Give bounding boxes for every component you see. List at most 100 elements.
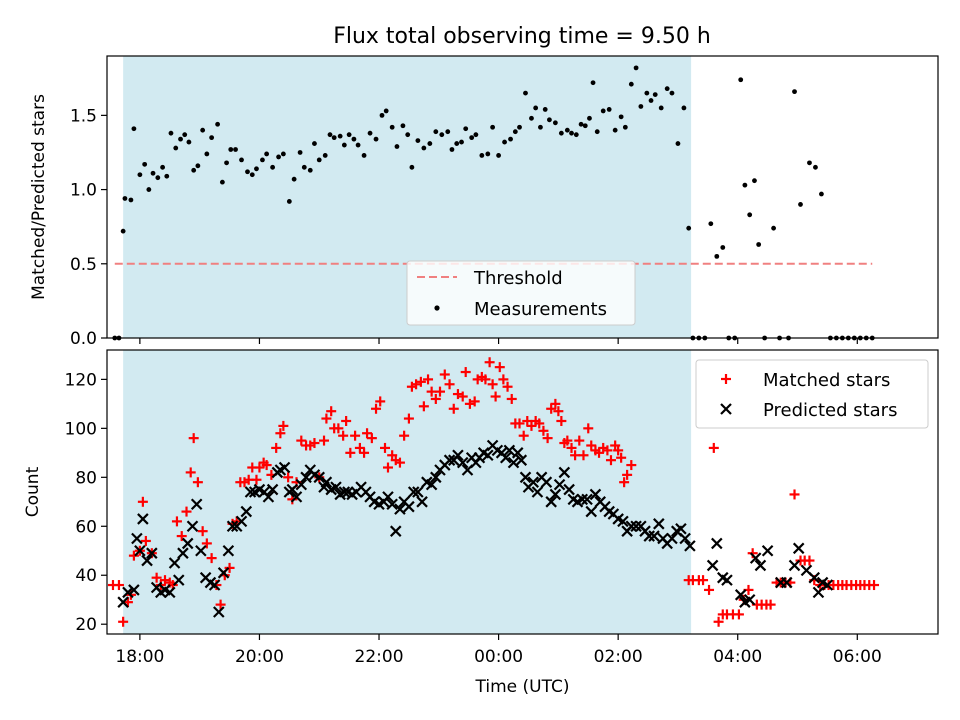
x-tick-label: 04:00 xyxy=(713,647,762,667)
y-tick-label: 1.0 xyxy=(70,181,97,201)
predicted-star-point xyxy=(338,486,351,498)
x-stroke-b xyxy=(643,530,656,542)
measurement-point xyxy=(618,114,624,120)
predicted-star-point xyxy=(213,606,225,618)
top-y-axis-label: Matched/Predicted stars xyxy=(29,94,49,300)
measurement-point xyxy=(204,151,210,157)
x-stroke-b xyxy=(190,498,203,511)
x-stroke-b xyxy=(177,547,189,559)
x-stroke-b xyxy=(226,520,239,533)
matched-star-point xyxy=(118,616,129,627)
measurement-point xyxy=(137,172,143,178)
measurement-point xyxy=(427,141,433,146)
measurement-point xyxy=(150,170,156,176)
x-stroke-b xyxy=(576,493,589,506)
matched-star-point xyxy=(733,609,744,620)
matched-star-point xyxy=(487,379,498,390)
matched-star-point xyxy=(574,435,585,446)
predicted-star-point xyxy=(382,491,394,503)
top-legend: Threshold Measurements xyxy=(406,260,636,326)
y-tick-label: 20 xyxy=(75,615,97,635)
bottom-x-ticks: 18:00 20:00 22:00 00:00 02:00 04:00 06:00 xyxy=(115,634,882,667)
legend-measurement-swatch xyxy=(434,305,440,311)
top-panel: 0.0 0.5 1.0 1.5 Matched/Predicted stars Thr… xyxy=(29,55,939,349)
measurement-point xyxy=(337,133,343,139)
x-stroke-b xyxy=(477,447,490,459)
x-stroke-b xyxy=(278,461,291,474)
predicted-star-point xyxy=(278,461,291,474)
bottom-y-axis-label: Count xyxy=(23,466,43,517)
measurement-point xyxy=(254,166,259,172)
x-stroke-b xyxy=(716,571,729,584)
legend-matched-label: Matched stars xyxy=(763,370,890,391)
x-stroke-b xyxy=(386,498,398,511)
measurement-point xyxy=(578,121,584,127)
predicted-star-point xyxy=(589,488,602,501)
chart-title: Flux total observing time = 9.50 h xyxy=(333,24,711,49)
measurement-point xyxy=(341,142,347,148)
matched-star-point xyxy=(605,455,616,466)
x-stroke-b xyxy=(407,486,420,498)
legend-plus-marker xyxy=(721,374,731,384)
predicted-star-point xyxy=(134,544,146,557)
matched-star-point xyxy=(460,367,471,378)
x-stroke-b xyxy=(253,483,266,496)
matched-star-point xyxy=(613,445,624,456)
matched-star-point xyxy=(518,430,529,441)
measurement-point xyxy=(433,129,439,135)
measurement-point xyxy=(508,136,513,142)
x-stroke-b xyxy=(222,544,235,557)
x-stroke-b xyxy=(754,559,767,572)
measurement-point xyxy=(191,167,197,173)
measurement-point xyxy=(379,112,385,118)
predicted-star-point xyxy=(235,515,248,528)
predicted-star-point xyxy=(558,466,571,479)
legend-predicted-label: Predicted stars xyxy=(763,400,897,421)
matched-star-point xyxy=(278,420,289,431)
measurement-point xyxy=(228,147,234,152)
matched-star-point xyxy=(403,413,414,424)
measurement-point xyxy=(469,135,475,141)
matched-star-point xyxy=(619,477,630,488)
x-stroke-b xyxy=(213,606,225,618)
predicted-star-point xyxy=(313,471,326,484)
x-axis-label: Time (UTC) xyxy=(475,677,570,697)
x-stroke-b xyxy=(617,515,629,528)
measurement-point xyxy=(708,221,714,227)
predicted-star-point xyxy=(320,476,333,488)
measurement-point xyxy=(633,65,639,71)
measurement-point xyxy=(439,132,445,138)
x-stroke-b xyxy=(244,486,257,498)
measurement-point xyxy=(547,117,552,123)
x-stroke-b xyxy=(721,574,733,586)
matched-star-point xyxy=(206,553,217,564)
measurement-point xyxy=(421,145,427,151)
bottom-panel: 20 40 60 80 100 120 18:00 20:00 22:00 00:00 02:00… xyxy=(23,349,939,697)
measurement-point xyxy=(792,89,797,95)
matched-star-point xyxy=(578,450,589,461)
measurement-point xyxy=(351,136,357,142)
predicted-star-point xyxy=(788,559,801,572)
matched-star-point xyxy=(366,433,377,444)
y-tick-label: 120 xyxy=(65,370,97,390)
x-stroke-b xyxy=(412,486,424,498)
x-stroke-b xyxy=(653,518,665,530)
measurement-point xyxy=(756,242,762,247)
x-stroke-b xyxy=(290,491,303,503)
measurement-point xyxy=(409,164,415,170)
measurement-point xyxy=(200,127,206,133)
matched-star-point xyxy=(430,393,441,404)
predicted-star-point xyxy=(581,493,593,506)
predicted-star-point xyxy=(226,520,239,533)
measurement-point xyxy=(215,121,221,127)
x-stroke-b xyxy=(612,513,624,525)
matched-star-point xyxy=(439,369,450,380)
measurement-point xyxy=(280,151,286,157)
predicted-star-point xyxy=(425,478,438,491)
x-stroke-b xyxy=(515,454,528,466)
predicted-star-point xyxy=(456,456,469,469)
predicted-star-point xyxy=(172,574,185,586)
measurement-point xyxy=(355,142,361,148)
measurement-point xyxy=(669,90,675,96)
y-tick-label: 1.5 xyxy=(70,106,97,126)
